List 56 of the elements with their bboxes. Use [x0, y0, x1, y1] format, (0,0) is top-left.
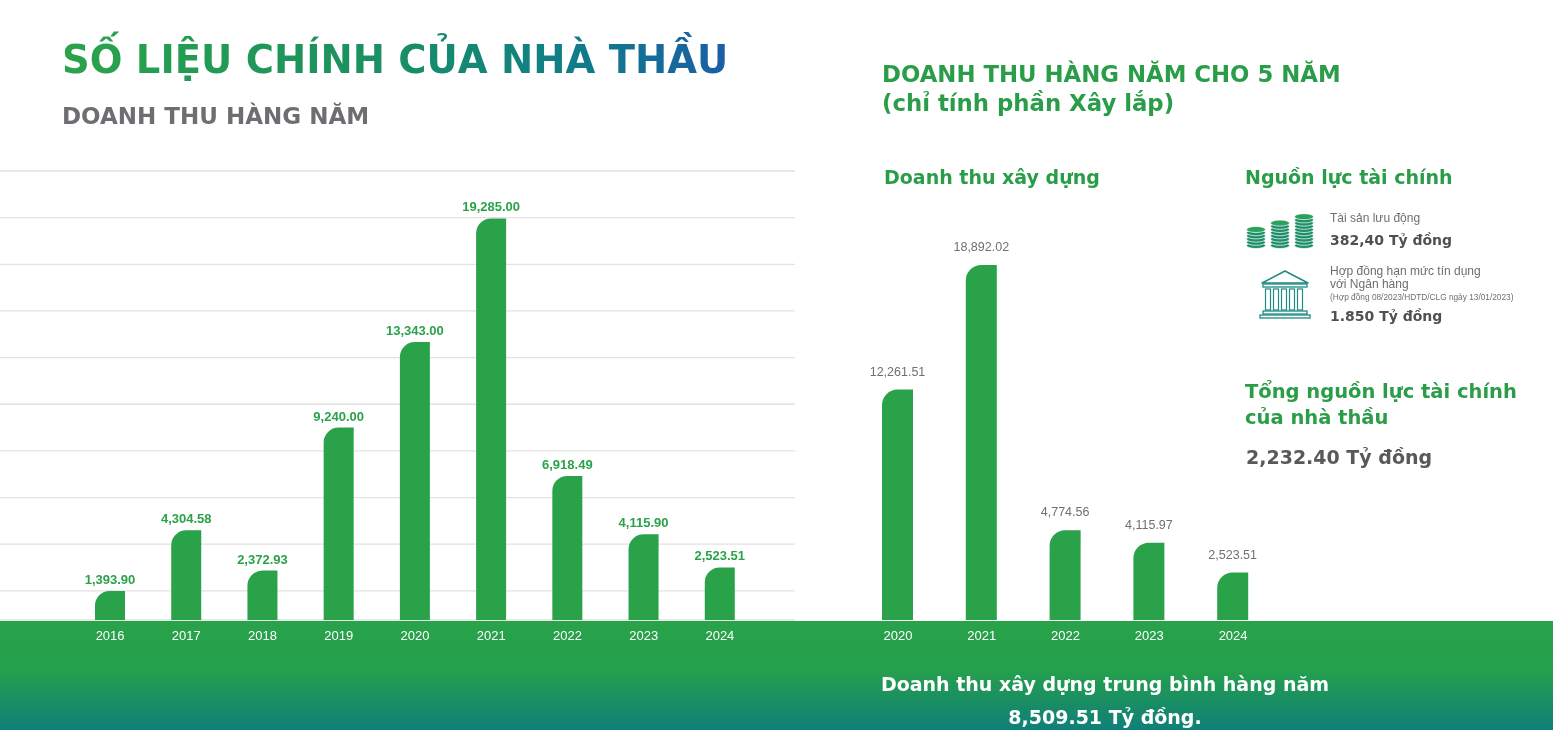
x-tick-label: 2023 [629, 628, 659, 644]
x-tick-label: 2020 [400, 628, 430, 644]
text: 382,40 Tỷ đồng [1330, 232, 1453, 248]
chart-subtitle: DOANH THU HÀNG NĂM [62, 103, 370, 129]
data-label: 9,240.00 [313, 408, 364, 424]
bar [399, 342, 430, 620]
text: 1.850 Tỷ đồng [1330, 308, 1443, 324]
bar [476, 218, 507, 620]
bar [704, 567, 735, 620]
data-label: 6,918.49 [542, 456, 593, 472]
data-label: 18,892.02 [953, 240, 1010, 254]
bar [965, 265, 997, 620]
bar [247, 570, 278, 620]
x-tick-label: 2022 [1051, 628, 1080, 644]
bar [882, 389, 913, 620]
bar [1133, 542, 1165, 620]
data-label: 2,372.93 [237, 551, 288, 567]
x-tick-label: 2024 [1218, 628, 1248, 644]
data-label: 19,285.00 [462, 199, 521, 215]
bar [628, 534, 659, 620]
x-tick-label: 2022 [552, 628, 582, 644]
text: Doanh thu xây dựng trung bình hàng năm [880, 673, 1330, 695]
data-label: 4,115.97 [1125, 517, 1173, 532]
annotation: Tổng nguồn lực tài chính của nhà thầu [1245, 380, 1517, 429]
x-tick-label: 2024 [705, 628, 735, 644]
x-tick-label: 2019 [324, 628, 354, 644]
x-tick-label: 2023 [1134, 628, 1164, 644]
data-label: 12,261.51 [869, 364, 926, 379]
x-tick-label: 2018 [248, 628, 278, 644]
text: Hợp đồng hạn mức tín dụng với Ngân hàng [1330, 264, 1481, 291]
data-label: 13,343.00 [385, 323, 444, 339]
text: (Hợp đồng 08/2023/HDTD/CLG ngày 13/01/2023) [1330, 292, 1514, 302]
text: Tài sản lưu động [1330, 211, 1421, 225]
data-label: 4,115.90 [618, 515, 669, 531]
text: Nguồn lực tài chính [1245, 166, 1453, 188]
data-label: 2,523.51 [694, 548, 746, 564]
data-label: 4,304.58 [160, 511, 212, 527]
chart-title: DOANH THU HÀNG NĂM CHO 5 NĂM [882, 61, 1341, 87]
bar [95, 590, 125, 620]
text: 8,509.51 Tỷ đồng. [1008, 706, 1202, 728]
bar [323, 427, 354, 620]
chart-subtitle: (chỉ tính phần Xây lắp) [882, 90, 1175, 116]
x-tick-label: 2021 [476, 628, 506, 644]
bar [1217, 572, 1249, 620]
text: Doanh thu xây dựng [884, 166, 1100, 188]
data-label: 2,523.51 [1208, 547, 1258, 562]
x-tick-label: 2021 [967, 628, 997, 644]
annotation: 2,232.40 Tỷ đồng [1246, 446, 1433, 468]
x-tick-label: 2016 [95, 628, 125, 644]
data-label: 4,774.56 [1040, 505, 1090, 520]
data-label: 1,393.90 [84, 571, 136, 587]
bar [552, 475, 583, 620]
bar [1049, 530, 1081, 620]
x-tick-label: 2020 [883, 628, 913, 644]
bar [171, 530, 202, 620]
x-tick-label: 2017 [171, 628, 201, 644]
